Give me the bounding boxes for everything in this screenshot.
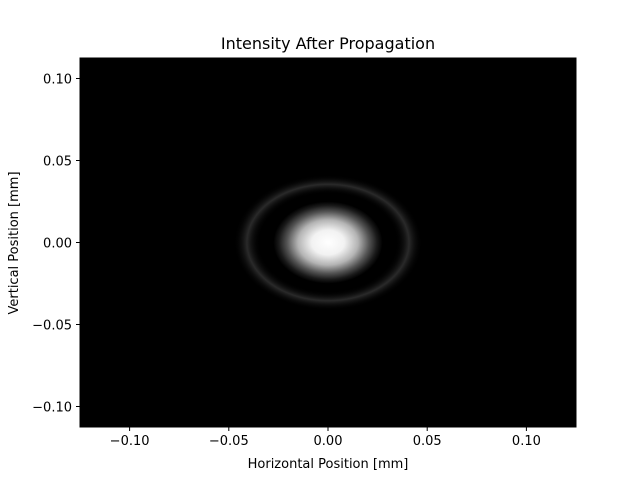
y-tick-label: −0.10 <box>32 401 72 416</box>
chart-title: Intensity After Propagation <box>221 34 435 53</box>
y-tick-label: 0.10 <box>43 73 72 88</box>
y-tick-label: 0.00 <box>43 237 72 252</box>
x-tick-label: −0.05 <box>209 434 249 449</box>
x-axis-label: Horizontal Position [mm] <box>248 457 409 472</box>
central-spot <box>273 201 383 284</box>
y-axis-label: Vertical Position [mm] <box>7 171 22 314</box>
x-tick-label: 0.05 <box>413 434 442 449</box>
x-tick-label: 0.10 <box>512 434 541 449</box>
plot-area <box>80 58 576 427</box>
y-tick-label: −0.05 <box>32 319 72 334</box>
x-axis-ticks: −0.10 −0.05 0.00 0.05 0.10 <box>110 427 541 449</box>
x-tick-label: 0.00 <box>314 434 343 449</box>
x-tick-label: −0.10 <box>110 434 150 449</box>
y-axis-ticks: −0.10 −0.05 0.00 0.05 0.10 <box>32 73 80 416</box>
y-tick-label: 0.05 <box>43 155 72 170</box>
